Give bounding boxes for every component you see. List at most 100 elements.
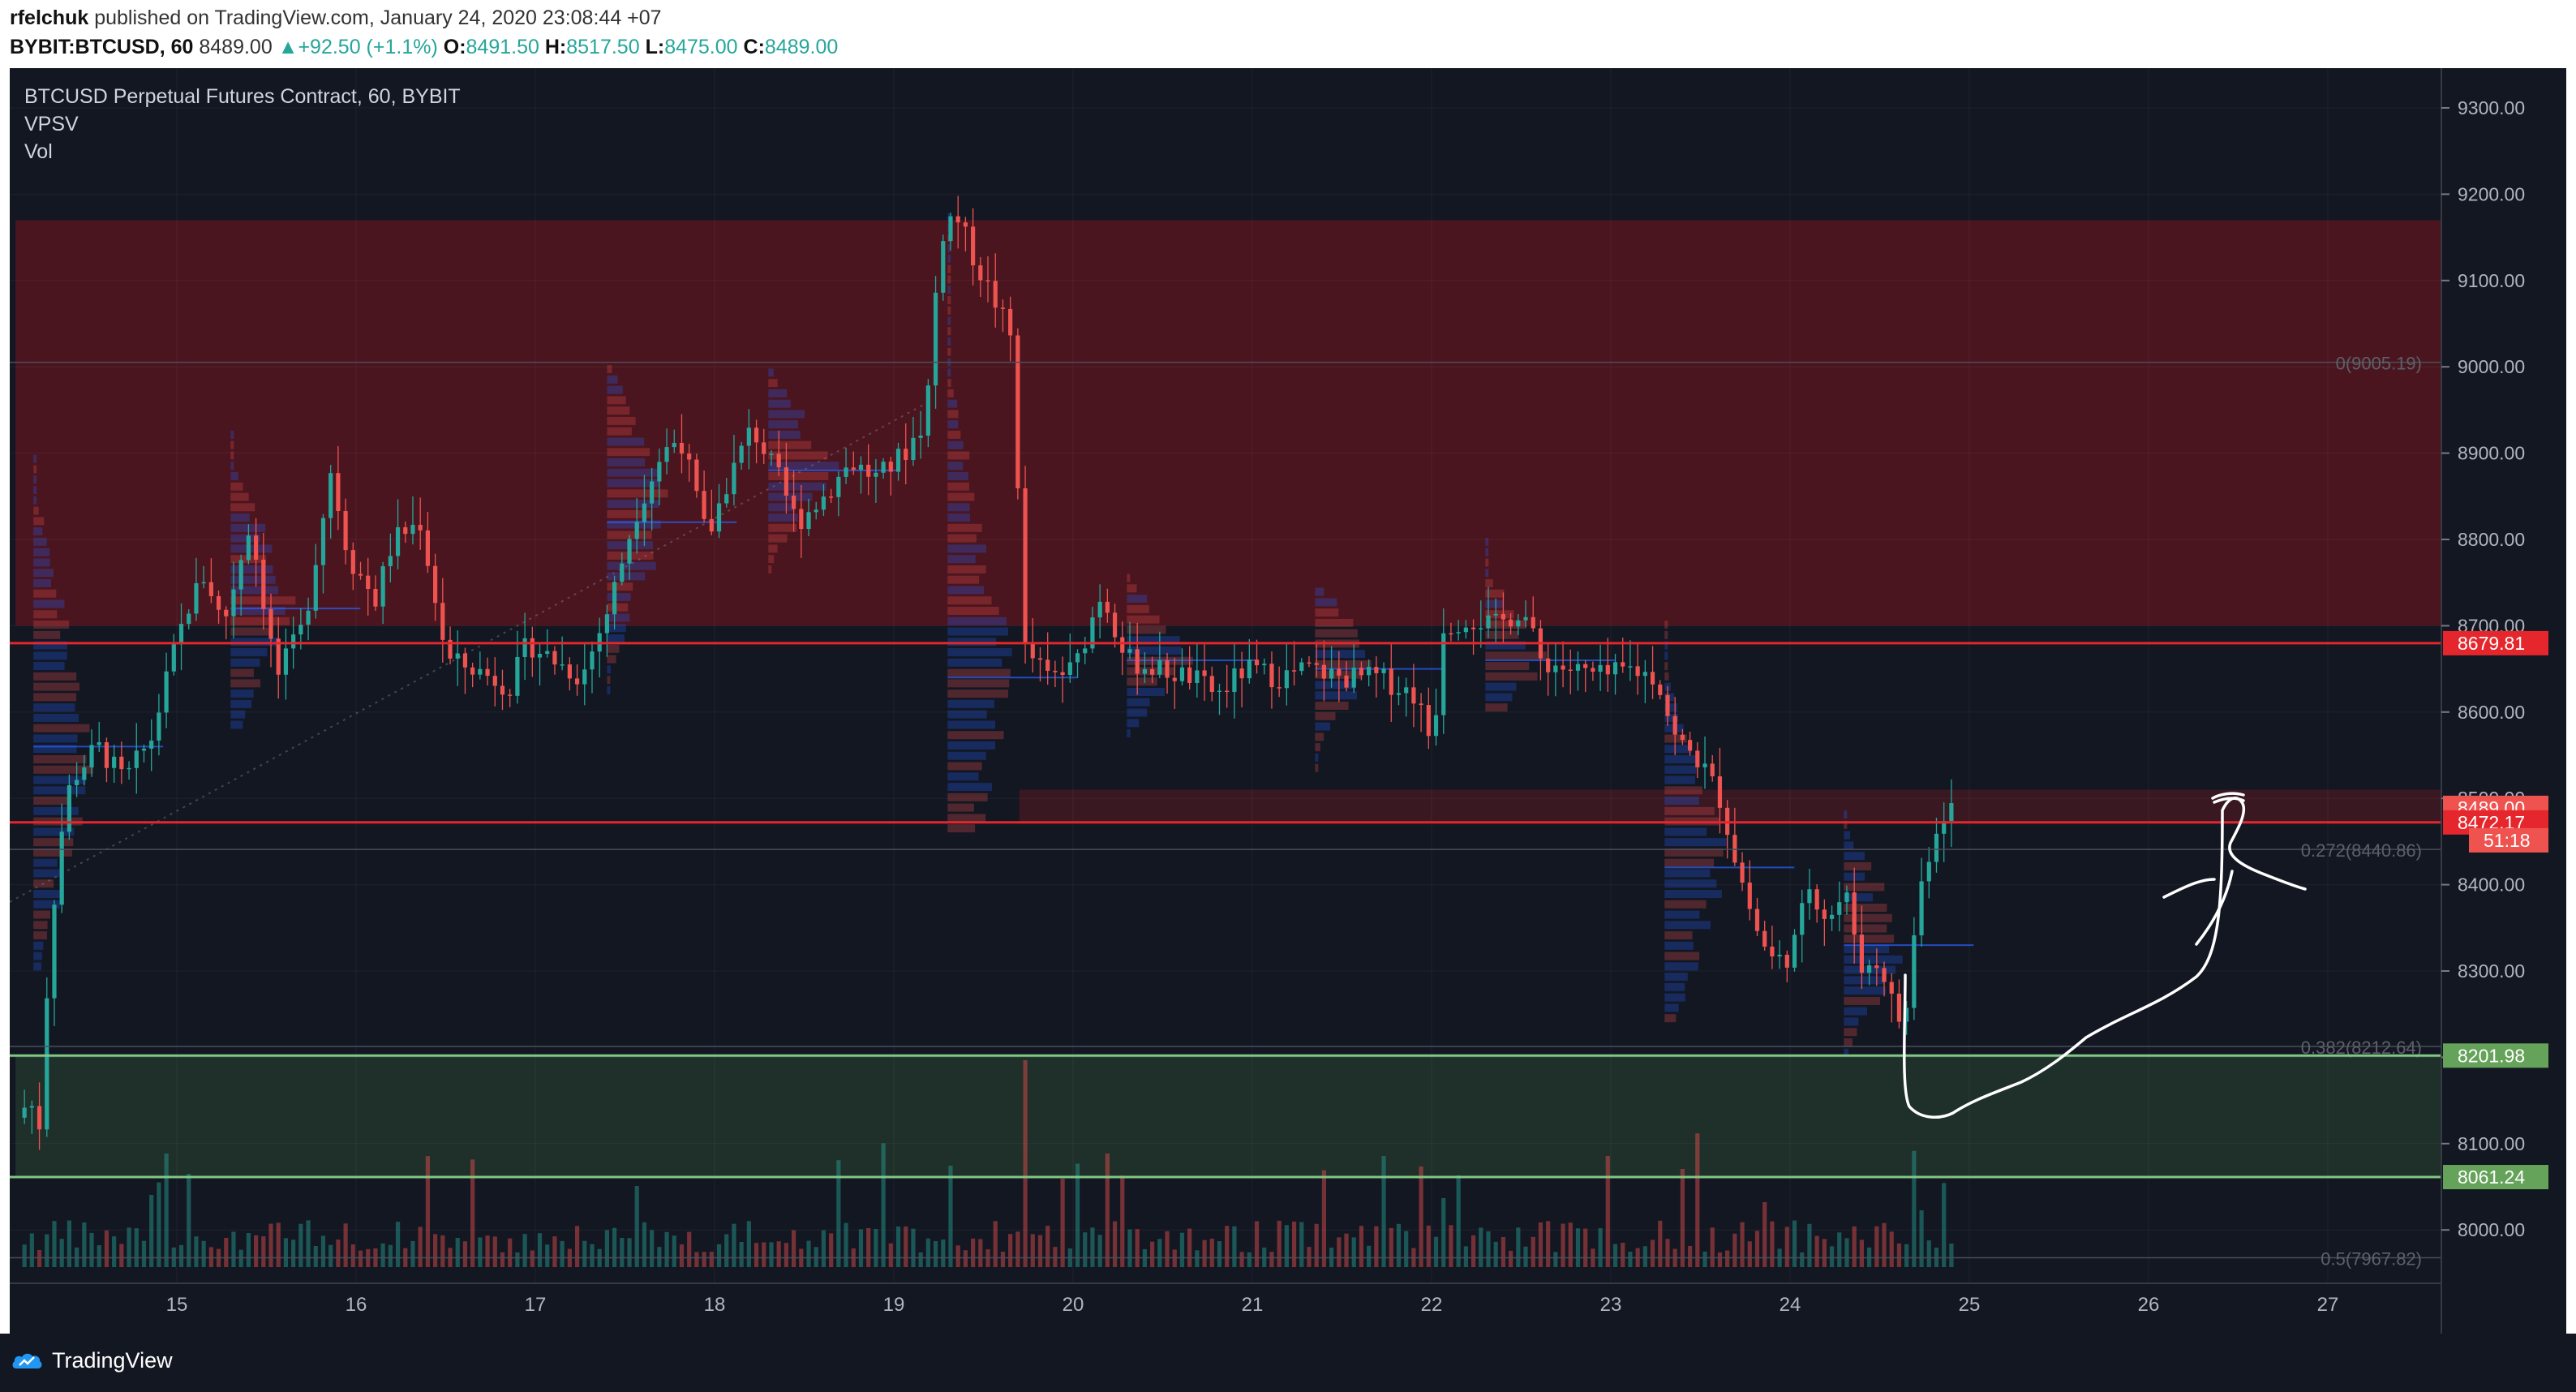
symbol-label[interactable]: BYBIT:BTCUSD, 60 <box>10 36 194 58</box>
candle-body <box>478 668 483 675</box>
volume-bar <box>679 1244 685 1267</box>
candle-body <box>216 595 221 610</box>
vp-row <box>947 410 959 419</box>
volume-bar <box>1419 1166 1423 1267</box>
vp-row <box>947 793 988 801</box>
volume-bar <box>971 1238 976 1267</box>
volume-bar <box>410 1240 415 1267</box>
vp-row <box>33 651 67 660</box>
vp-row <box>947 575 980 584</box>
vp-row <box>1664 713 1679 722</box>
vp-row <box>1485 548 1489 556</box>
vp-row <box>947 638 997 647</box>
vp-row <box>1485 578 1493 587</box>
candle-body <box>291 634 296 649</box>
volume-bar <box>1209 1238 1214 1267</box>
volume-bar <box>709 1252 714 1267</box>
volume-bar <box>1284 1225 1289 1267</box>
candle-body <box>792 495 796 509</box>
volume-bar <box>821 1230 826 1267</box>
vp-row <box>1127 574 1131 582</box>
vp-row <box>607 634 625 643</box>
volume-bar <box>276 1222 281 1267</box>
volume-bar <box>1359 1226 1364 1267</box>
vp-row <box>33 475 37 484</box>
volume-bar <box>455 1238 460 1267</box>
vp-row <box>33 630 61 639</box>
candle-body <box>545 651 550 654</box>
vp-row <box>768 451 828 460</box>
vp-row <box>230 575 276 584</box>
candle-body <box>1359 668 1364 676</box>
candle-body <box>1807 889 1812 904</box>
volume-bar <box>470 1159 475 1267</box>
vp-row <box>33 662 65 671</box>
volume-bar <box>918 1252 923 1267</box>
volume-bar <box>978 1239 983 1267</box>
vp-row <box>947 451 970 460</box>
tradingview-logo[interactable]: TradingView <box>11 1348 173 1373</box>
volume-bar <box>36 1249 42 1267</box>
candle-body <box>164 671 169 713</box>
vp-row <box>1664 827 1707 836</box>
volume-bar <box>1516 1227 1521 1267</box>
drawing-layer <box>1903 792 2307 1119</box>
candle-body <box>1284 670 1289 689</box>
volume-bars-layer <box>22 1060 1954 1267</box>
vp-row <box>230 690 254 698</box>
vp-row <box>1127 615 1160 624</box>
legend-title[interactable]: BTCUSD Perpetual Futures Contract, 60, B… <box>24 85 461 108</box>
candle-body <box>283 648 289 675</box>
volume-bar <box>1195 1250 1200 1267</box>
candle-body <box>500 685 505 695</box>
legend-indicator-vpsv[interactable]: VPSV <box>24 113 79 135</box>
volume-bar <box>1628 1252 1633 1267</box>
volume-bar <box>1239 1252 1244 1267</box>
vp-row <box>230 720 243 729</box>
candle-body <box>358 574 363 576</box>
candle-body <box>1800 903 1805 935</box>
volume-bar <box>657 1247 662 1267</box>
candle-body <box>963 222 968 227</box>
vp-row <box>1664 806 1715 815</box>
vp-row <box>947 627 1008 636</box>
volume-bar <box>634 1186 639 1267</box>
vp-row <box>768 513 798 522</box>
vp-row <box>230 638 281 647</box>
vp-row <box>1664 1003 1679 1012</box>
volume-bar <box>313 1245 318 1267</box>
candle-body <box>1844 892 1849 903</box>
volume-bar <box>1561 1223 1565 1267</box>
vp-row <box>947 430 961 439</box>
price-axis <box>2441 68 2566 1334</box>
vp-row <box>1844 852 1865 861</box>
candle-body <box>806 512 811 530</box>
volume-bar <box>1090 1227 1095 1267</box>
volume-bar <box>844 1222 848 1267</box>
candle-body <box>866 464 871 477</box>
author-name[interactable]: rfelchuk <box>10 6 89 29</box>
volume-bar <box>1202 1239 1207 1267</box>
legend-indicator-vol[interactable]: Vol <box>24 140 53 163</box>
volume-bar <box>1583 1228 1588 1267</box>
volume-bar <box>1546 1221 1551 1267</box>
volume-bar <box>1015 1231 1020 1267</box>
time-tick-label: 17 <box>525 1294 547 1316</box>
candle-body <box>1172 677 1177 681</box>
vp-row <box>230 586 279 595</box>
volume-bar <box>164 1154 169 1267</box>
vp-row <box>947 762 982 771</box>
price-tick-label: 9100.00 <box>2458 270 2525 291</box>
footer-bar <box>0 1334 2576 1392</box>
price-chart[interactable]: 0(9005.19) 0.272(8440.86) 0.382(8212.64) 0.… <box>10 68 2566 1334</box>
volume-bar <box>1097 1235 1102 1267</box>
vp-row <box>607 582 633 591</box>
price-tick-label: 8400.00 <box>2458 874 2525 896</box>
volume-bar <box>350 1244 355 1267</box>
volume-bar <box>1127 1229 1132 1267</box>
volume-bar <box>1254 1221 1260 1267</box>
candle-body <box>1195 670 1200 683</box>
volume-bar <box>1269 1252 1274 1267</box>
candle-body <box>1209 676 1214 693</box>
candle-body <box>1000 307 1006 309</box>
